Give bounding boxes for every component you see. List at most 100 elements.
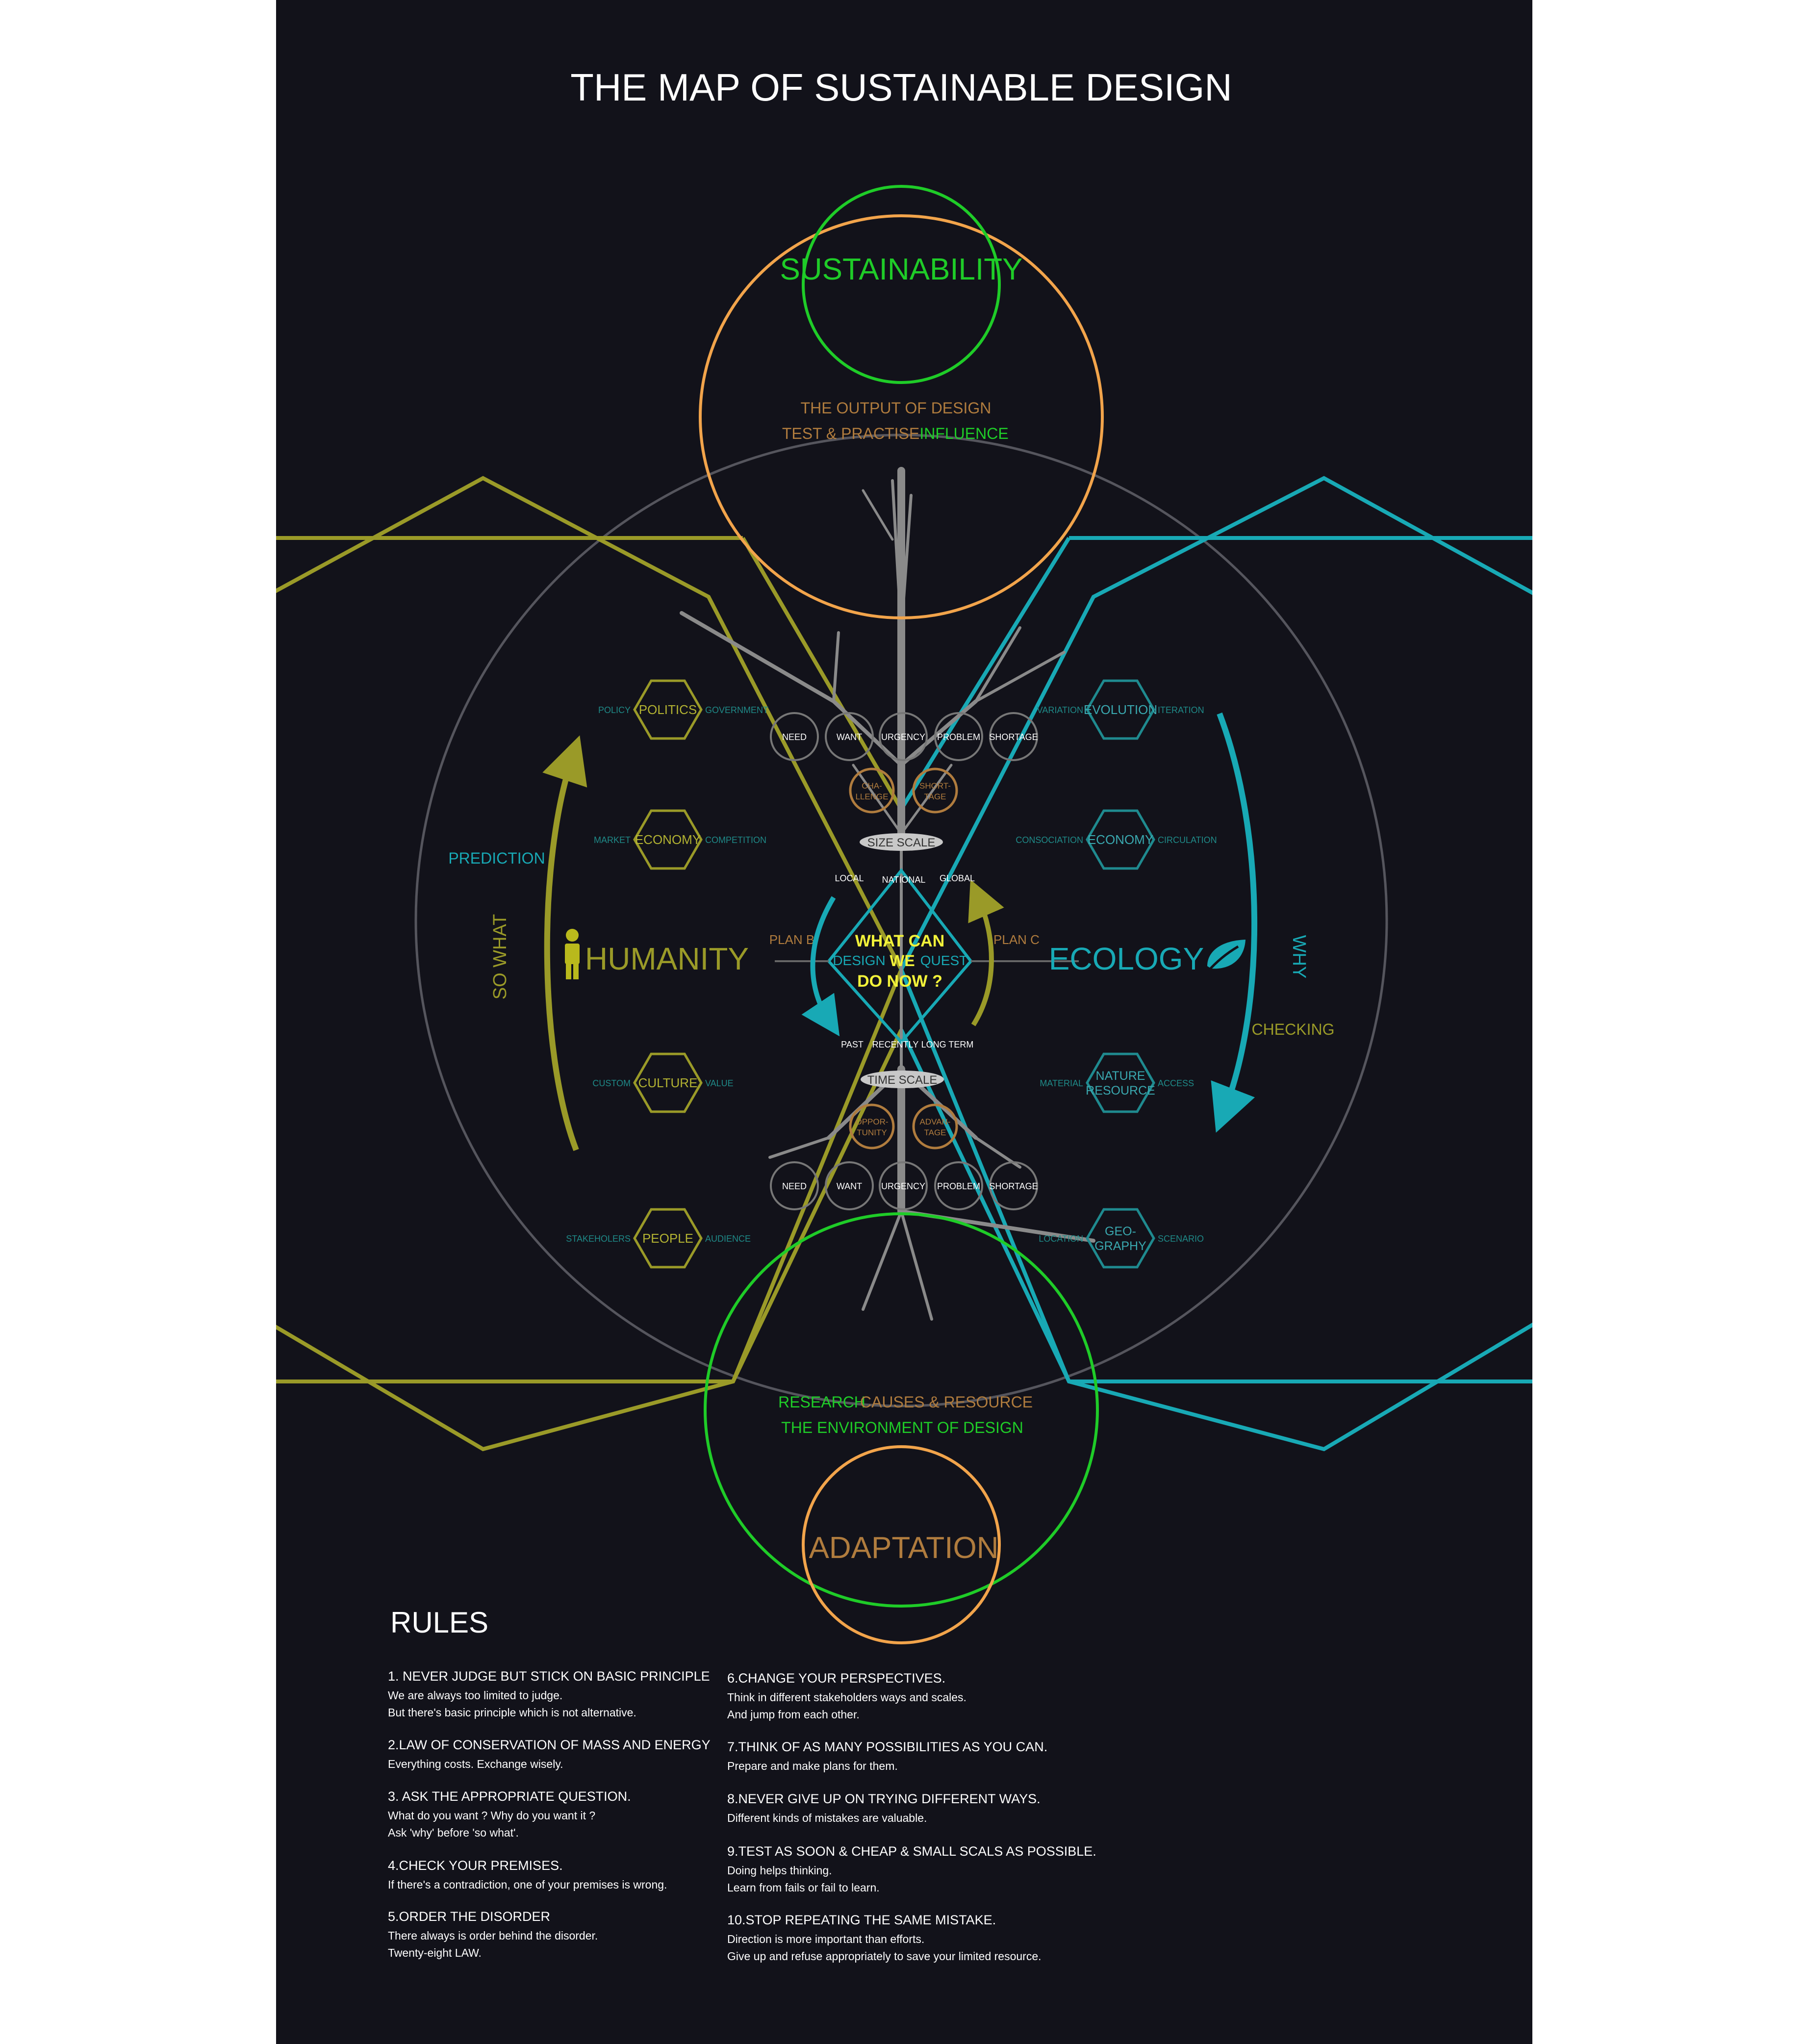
hexagon-side-label: VARIATION bbox=[1037, 705, 1083, 715]
rule-title: 9.TEST AS SOON & CHEAP & SMALL SCALS AS … bbox=[727, 1844, 1096, 1859]
hexagon bbox=[633, 1052, 703, 1113]
hexagon bbox=[633, 679, 703, 740]
rule-title: 3. ASK THE APPROPRIATE QUESTION. bbox=[388, 1789, 631, 1804]
person-icon bbox=[565, 929, 580, 979]
influence-label: INFLUENCE bbox=[919, 425, 1008, 442]
hexagon bbox=[633, 809, 703, 870]
small-circle-label: CHA- bbox=[862, 781, 882, 791]
hexagon-side-label: STAKEHOLERS bbox=[566, 1234, 631, 1244]
need-circle bbox=[770, 1161, 819, 1210]
hexagon-side-label: LOCATION bbox=[1039, 1234, 1083, 1244]
hexagon bbox=[1086, 1052, 1155, 1113]
environment-of-design-label: THE ENVIRONMENT OF DESIGN bbox=[781, 1419, 1023, 1436]
rule-line: What do you want ? Why do you want it ? bbox=[388, 1809, 595, 1822]
need-label: NEED bbox=[782, 1181, 807, 1191]
rule-line: Learn from fails or fail to learn. bbox=[727, 1881, 880, 1894]
small-circle-label: OPPOR- bbox=[855, 1117, 888, 1126]
need-label: NEED bbox=[782, 732, 807, 742]
rule-line: Ask 'why' before 'so what'. bbox=[388, 1826, 519, 1839]
poster-panel bbox=[276, 0, 1532, 2044]
small-circle bbox=[912, 767, 958, 814]
rules-heading: RULES bbox=[390, 1606, 488, 1639]
hexagon-side-label: ITERATION bbox=[1158, 705, 1204, 715]
ecology-diag-top bbox=[899, 537, 1071, 811]
rule-title: 5.ORDER THE DISORDER bbox=[388, 1909, 550, 1924]
size-scale-label: SIZE SCALE bbox=[867, 836, 936, 849]
causes-resource-label: CAUSES & RESOURCE bbox=[860, 1393, 1033, 1411]
size-global: GLOBAL bbox=[940, 873, 975, 883]
time-recently: RECENTLY bbox=[872, 1040, 919, 1049]
rule-title: 1. NEVER JUDGE BUT STICK ON BASIC PRINCI… bbox=[388, 1669, 710, 1684]
test-practise-label: TEST & PRACTISE bbox=[782, 425, 919, 442]
output-of-design-label: THE OUTPUT OF DESIGN bbox=[801, 399, 991, 417]
time-past: PAST bbox=[841, 1040, 864, 1049]
hexagon bbox=[1086, 679, 1155, 740]
rule-title: 6.CHANGE YOUR PERSPECTIVES. bbox=[727, 1671, 945, 1686]
hexagon-side-label: MARKET bbox=[594, 835, 631, 845]
rule-title: 2.LAW OF CONSERVATION OF MASS AND ENERGY bbox=[388, 1737, 711, 1752]
hexagon-side-label: ACCESS bbox=[1158, 1078, 1194, 1088]
checking-arrow bbox=[1211, 712, 1257, 1133]
humanity-hexagons: POLITICS POLICY GOVERNMENT ECONOMY MARKET COM… bbox=[566, 679, 768, 1269]
humanity-diag-bottom bbox=[731, 1029, 903, 1382]
why-label: WHY bbox=[1289, 935, 1309, 979]
hexagon-side-label: VALUE bbox=[705, 1078, 734, 1088]
adaptation-inner-circle bbox=[802, 1445, 1001, 1644]
hexagon-side-label: CUSTOM bbox=[592, 1078, 631, 1088]
rule-line: Prepare and make plans for them. bbox=[727, 1760, 898, 1772]
needs-row-top: NEED WANT URGENCY PROBLEM SHORTAGE bbox=[770, 712, 1038, 761]
need-circle bbox=[770, 712, 819, 761]
rule-title: 8.NEVER GIVE UP ON TRYING DIFFERENT WAYS… bbox=[727, 1791, 1041, 1806]
page-title: THE MAP OF SUSTAINABLE DESIGN bbox=[570, 66, 1232, 109]
humanity-label: HUMANITY bbox=[585, 941, 749, 976]
opportunity-circles: OPPOR- TUNITY ADVAN- TAGE bbox=[849, 1103, 958, 1150]
humanity-diag-top bbox=[741, 537, 903, 811]
small-circle-label: SHORT- bbox=[919, 781, 951, 791]
small-circle-label: ADVAN- bbox=[920, 1117, 951, 1126]
hexagon-side-label: CONSOCIATION bbox=[1016, 835, 1083, 845]
rule-line: Direction is more important than efforts… bbox=[727, 1933, 924, 1945]
hexagon bbox=[1086, 809, 1155, 870]
size-scale-pill bbox=[860, 833, 943, 851]
need-circle bbox=[989, 712, 1038, 761]
hexagon bbox=[1086, 1208, 1155, 1269]
outer-circle bbox=[414, 434, 1388, 1407]
center-question-line1: WHAT CAN bbox=[855, 932, 945, 950]
rule-line: If there's a contradiction, one of your … bbox=[388, 1878, 667, 1891]
needs-row-bottom: NEED WANT URGENCY PROBLEM SHORTAGE bbox=[770, 1161, 1038, 1210]
need-circle bbox=[934, 1161, 983, 1210]
rule-title: 10.STOP REPEATING THE SAME MISTAKE. bbox=[727, 1913, 996, 1927]
plan-c-label: PLAN C bbox=[993, 932, 1040, 947]
small-circle bbox=[912, 1103, 958, 1150]
challenge-circles: CHA-LLENGE SHORT-TAGE bbox=[849, 767, 958, 814]
center-quest: QUEST bbox=[920, 953, 967, 968]
small-circle-label: TUNITY bbox=[857, 1128, 887, 1137]
hexagon-side-label: COMPETITION bbox=[705, 835, 766, 845]
rule-line: And jump from each other. bbox=[727, 1708, 860, 1721]
hexagon-label: CULTURE bbox=[638, 1075, 698, 1090]
need-label: URGENCY bbox=[881, 732, 925, 742]
center-design: DESIGN bbox=[833, 953, 885, 968]
rule-line: Think in different stakeholders ways and… bbox=[727, 1691, 966, 1704]
research-label: RESEARCH bbox=[778, 1393, 865, 1411]
rule-line: Give up and refuse appropriately to save… bbox=[727, 1950, 1042, 1963]
hexagon-side-label: POLICY bbox=[598, 705, 631, 715]
plan-b-label: PLAN B bbox=[769, 932, 815, 947]
leaf-icon bbox=[1206, 940, 1246, 973]
hexagon-label: ECONOMY bbox=[635, 832, 701, 847]
sustainability-label: SUSTAINABILITY bbox=[780, 253, 1023, 286]
hexagon-label: EVOLUTION bbox=[1084, 702, 1157, 717]
prediction-label: PREDICTION bbox=[448, 849, 545, 867]
need-circle bbox=[989, 1161, 1038, 1210]
rule-line: Doing helps thinking. bbox=[727, 1864, 832, 1877]
adaptation-label: ADAPTATION bbox=[809, 1531, 999, 1565]
size-local: LOCAL bbox=[835, 873, 864, 883]
adaptation-outer-circle bbox=[704, 1212, 1099, 1608]
need-circle bbox=[825, 712, 874, 761]
small-circle bbox=[849, 1103, 895, 1150]
hexagon-side-label: MATERIAL bbox=[1040, 1078, 1083, 1088]
hexagon-label: GEO- bbox=[1105, 1225, 1136, 1238]
need-label: SHORTAGE bbox=[989, 732, 1038, 742]
